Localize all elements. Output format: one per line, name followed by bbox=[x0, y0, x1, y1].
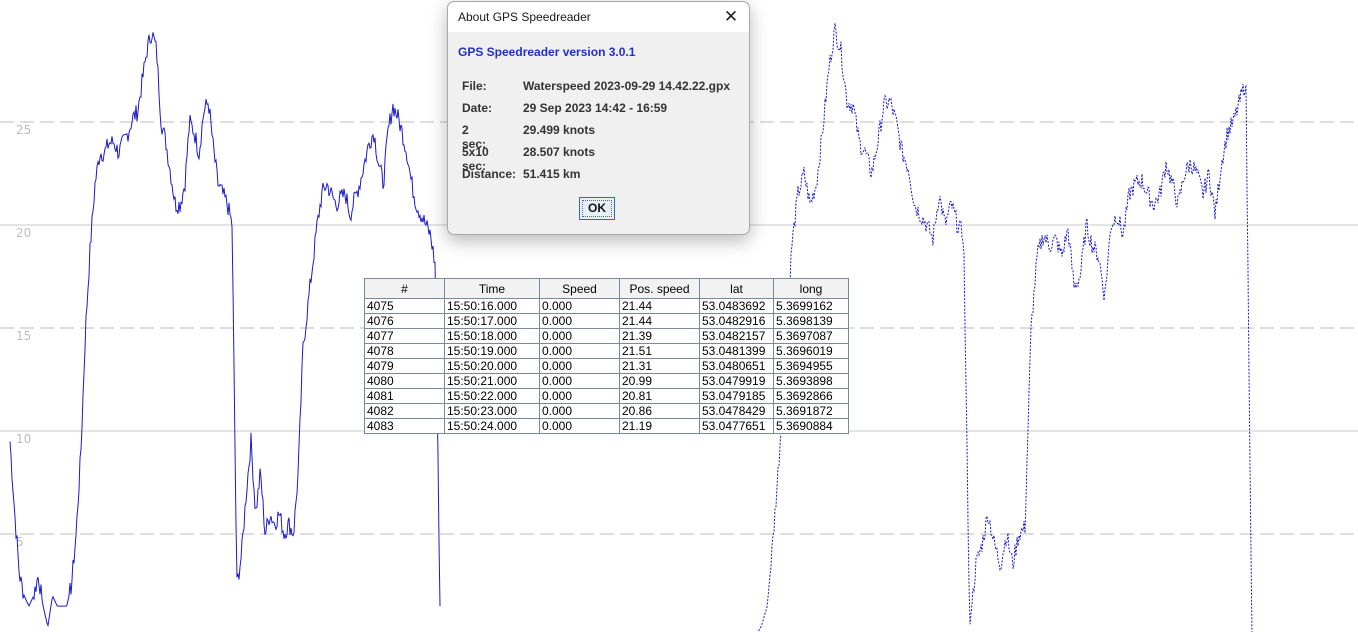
table-cell: 4078 bbox=[364, 343, 445, 359]
ok-button[interactable]: OK bbox=[579, 197, 615, 220]
table-cell: 53.0483692 bbox=[699, 298, 774, 314]
table-cell: 15:50:18.000 bbox=[444, 328, 540, 344]
table-cell: 21.44 bbox=[619, 298, 700, 314]
table-body: 4075 15:50:16.000 0.000 21.44 53.0483692 5.36… bbox=[364, 298, 849, 434]
table-header-row: # Time Speed Pos. speed lat long bbox=[364, 278, 849, 299]
table-cell: 15:50:17.000 bbox=[444, 313, 540, 329]
column-header[interactable]: long bbox=[773, 278, 849, 299]
table-cell: 15:50:21.000 bbox=[444, 373, 540, 389]
table-cell: 4075 bbox=[364, 298, 445, 314]
table-cell: 0.000 bbox=[539, 313, 620, 329]
table-cell: 53.0481399 bbox=[699, 343, 774, 359]
table-cell: 53.0478429 bbox=[699, 403, 774, 419]
info-value: 29.499 knots bbox=[523, 123, 596, 137]
column-header[interactable]: Pos. speed bbox=[619, 278, 700, 299]
table-cell: 20.99 bbox=[619, 373, 700, 389]
info-key: 2 sec: bbox=[462, 123, 487, 151]
y-tick-label: 15 bbox=[16, 329, 31, 343]
column-header[interactable]: Speed bbox=[539, 278, 620, 299]
info-value: 28.507 knots bbox=[523, 145, 596, 159]
about-dialog: About GPS Speedreader ✕ GPS Speedreader … bbox=[447, 1, 750, 235]
info-value: 29 Sep 2023 14:42 - 16:59 bbox=[523, 101, 668, 115]
table-cell: 21.31 bbox=[619, 358, 700, 374]
table-cell: 5.3691872 bbox=[773, 403, 849, 419]
table-cell: 0.000 bbox=[539, 373, 620, 389]
table-cell: 15:50:16.000 bbox=[444, 298, 540, 314]
column-header[interactable]: lat bbox=[699, 278, 774, 299]
info-key: 5x10 sec: bbox=[462, 145, 489, 173]
table-row[interactable]: 4080 15:50:21.000 0.000 20.99 53.0479919 5.36… bbox=[364, 373, 849, 389]
table-cell: 4082 bbox=[364, 403, 445, 419]
table-cell: 21.19 bbox=[619, 418, 700, 434]
y-tick-label: 25 bbox=[16, 123, 31, 137]
info-value: Waterspeed 2023-09-29 14.42.22.gpx bbox=[523, 79, 731, 93]
table-cell: 5.3692866 bbox=[773, 388, 849, 404]
column-header[interactable]: Time bbox=[444, 278, 540, 299]
table-cell: 4076 bbox=[364, 313, 445, 329]
y-axis-labels: 25 20 15 10 5 bbox=[16, 123, 31, 549]
table-row[interactable]: 4077 15:50:18.000 0.000 21.39 53.0482157 5.36… bbox=[364, 328, 849, 344]
table-row[interactable]: 4081 15:50:22.000 0.000 20.81 53.0479185 5.36… bbox=[364, 388, 849, 404]
table-cell: 15:50:22.000 bbox=[444, 388, 540, 404]
table-cell: 0.000 bbox=[539, 403, 620, 419]
info-value: 51.415 km bbox=[523, 167, 581, 181]
info-key: Date: bbox=[462, 101, 493, 115]
close-icon[interactable]: ✕ bbox=[723, 7, 739, 26]
table-cell: 5.3690884 bbox=[773, 418, 849, 434]
table-row[interactable]: 4083 15:50:24.000 0.000 21.19 53.0477651 5.36… bbox=[364, 418, 849, 434]
table-row[interactable]: 4075 15:50:16.000 0.000 21.44 53.0483692 5.36… bbox=[364, 298, 849, 314]
y-tick-label: 5 bbox=[16, 535, 24, 549]
table-cell: 4080 bbox=[364, 373, 445, 389]
info-key: File: bbox=[462, 79, 487, 93]
table-cell: 0.000 bbox=[539, 358, 620, 374]
table-cell: 15:50:20.000 bbox=[444, 358, 540, 374]
table-cell: 5.3698139 bbox=[773, 313, 849, 329]
y-tick-label: 20 bbox=[16, 226, 31, 240]
ok-button-label: OK bbox=[582, 200, 612, 217]
table-cell: 53.0479919 bbox=[699, 373, 774, 389]
table-cell: 53.0477651 bbox=[699, 418, 774, 434]
trackpoint-table[interactable]: # Time Speed Pos. speed lat long 4075 15:50:16… bbox=[364, 278, 849, 434]
table-cell: 4079 bbox=[364, 358, 445, 374]
table-row[interactable]: 4082 15:50:23.000 0.000 20.86 53.0478429 5.36… bbox=[364, 403, 849, 419]
table-cell: 21.51 bbox=[619, 343, 700, 359]
table-cell: 5.3697087 bbox=[773, 328, 849, 344]
dialog-title: About GPS Speedreader bbox=[458, 10, 591, 24]
table-cell: 4081 bbox=[364, 388, 445, 404]
table-row[interactable]: 4076 15:50:17.000 0.000 21.44 53.0482916 5.36… bbox=[364, 313, 849, 329]
y-tick-label: 10 bbox=[16, 432, 31, 446]
table-cell: 0.000 bbox=[539, 388, 620, 404]
table-cell: 53.0479185 bbox=[699, 388, 774, 404]
table-cell: 0.000 bbox=[539, 343, 620, 359]
table-cell: 15:50:23.000 bbox=[444, 403, 540, 419]
table-cell: 4083 bbox=[364, 418, 445, 434]
version-text: GPS Speedreader version 3.0.1 bbox=[458, 45, 636, 59]
table-cell: 15:50:19.000 bbox=[444, 343, 540, 359]
table-cell: 53.0482916 bbox=[699, 313, 774, 329]
speed-lines bbox=[9, 23, 1253, 632]
table-cell: 4077 bbox=[364, 328, 445, 344]
table-cell: 5.3694955 bbox=[773, 358, 849, 374]
table-cell: 15:50:24.000 bbox=[444, 418, 540, 434]
table-cell: 53.0482157 bbox=[699, 328, 774, 344]
speed-series-line bbox=[757, 23, 1253, 632]
table-cell: 0.000 bbox=[539, 418, 620, 434]
column-header[interactable]: # bbox=[364, 278, 445, 299]
table-cell: 20.86 bbox=[619, 403, 700, 419]
table-cell: 5.3696019 bbox=[773, 343, 849, 359]
table-row[interactable]: 4079 15:50:20.000 0.000 21.31 53.0480651 5.36… bbox=[364, 358, 849, 374]
table-cell: 0.000 bbox=[539, 328, 620, 344]
speed-series-line bbox=[9, 32, 441, 628]
table-cell: 0.000 bbox=[539, 298, 620, 314]
table-cell: 20.81 bbox=[619, 388, 700, 404]
table-cell: 53.0480651 bbox=[699, 358, 774, 374]
info-key: Distance: bbox=[462, 167, 517, 181]
table-cell: 5.3699162 bbox=[773, 298, 849, 314]
table-cell: 21.39 bbox=[619, 328, 700, 344]
table-row[interactable]: 4078 15:50:19.000 0.000 21.51 53.0481399 5.36… bbox=[364, 343, 849, 359]
table-cell: 21.44 bbox=[619, 313, 700, 329]
dialog-titlebar[interactable]: About GPS Speedreader ✕ bbox=[448, 2, 749, 32]
table-cell: 5.3693898 bbox=[773, 373, 849, 389]
